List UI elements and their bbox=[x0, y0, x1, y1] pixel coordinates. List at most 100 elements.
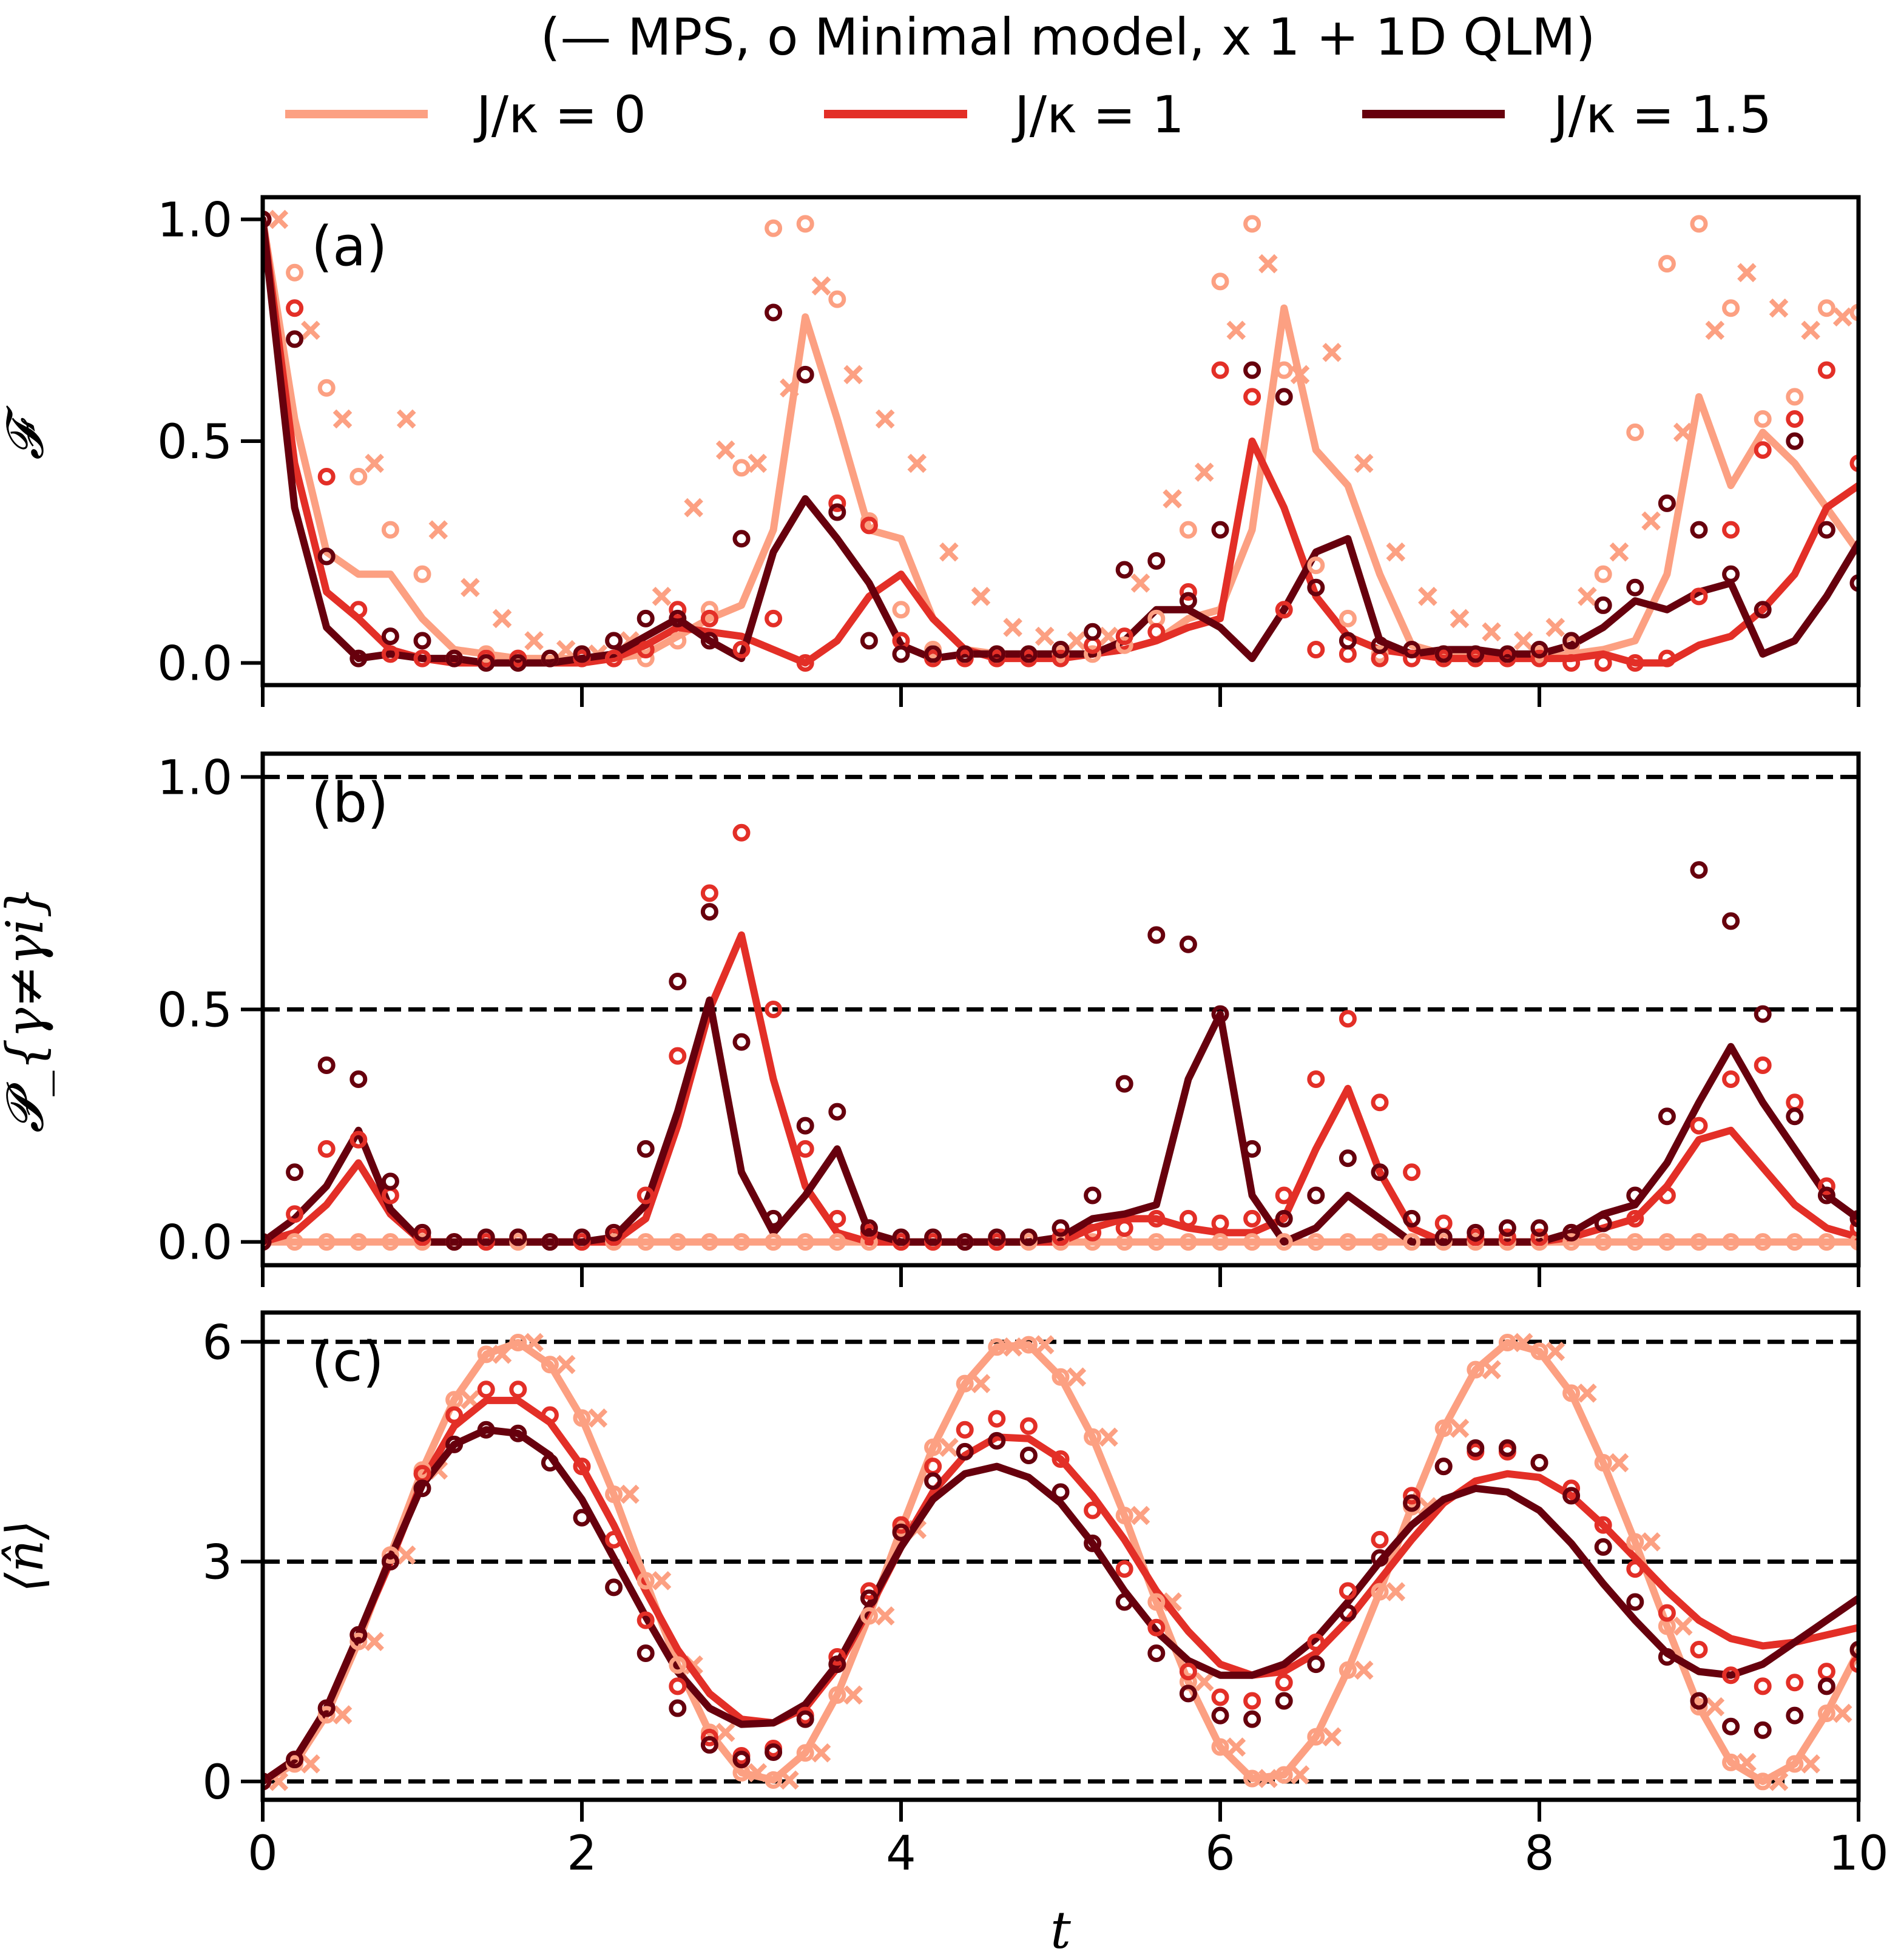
circle-marker bbox=[1786, 1233, 1804, 1251]
circle-marker bbox=[1243, 1692, 1261, 1710]
circle-marker bbox=[1084, 1428, 1102, 1446]
circle-marker bbox=[1179, 1663, 1197, 1681]
circle-marker bbox=[700, 1735, 718, 1754]
circle-marker bbox=[445, 1435, 464, 1453]
circle-marker bbox=[413, 632, 431, 650]
circle-marker bbox=[1722, 1666, 1740, 1685]
cross-marker bbox=[748, 453, 768, 473]
series-line-0 bbox=[263, 215, 1859, 663]
circle-marker bbox=[1658, 1648, 1676, 1666]
circle-marker bbox=[1849, 1219, 1859, 1237]
circle-marker bbox=[477, 1421, 495, 1439]
circle-marker bbox=[1115, 1219, 1133, 1237]
circle-marker bbox=[349, 1130, 368, 1149]
circle-marker bbox=[636, 1233, 655, 1251]
circle-marker bbox=[1594, 565, 1612, 583]
plot-area bbox=[263, 774, 1859, 1251]
circle-marker bbox=[605, 1223, 623, 1242]
circle-marker bbox=[1403, 649, 1421, 667]
circle-marker bbox=[1084, 645, 1102, 663]
circle-marker bbox=[477, 654, 495, 672]
circle-marker bbox=[1594, 1454, 1612, 1472]
circle-marker bbox=[605, 632, 623, 650]
circle-marker bbox=[1467, 1439, 1485, 1457]
legend-label-0: J/κ = 0 bbox=[473, 85, 646, 144]
circle-marker bbox=[1211, 1688, 1229, 1706]
circle-marker bbox=[636, 1140, 655, 1158]
x-tick-label: 4 bbox=[886, 1827, 916, 1881]
cross-marker bbox=[1386, 1582, 1406, 1601]
legend-entry-1: J/κ = 1 bbox=[824, 85, 1184, 144]
circle-marker bbox=[732, 459, 751, 477]
circle-marker bbox=[1626, 1233, 1644, 1251]
circle-marker bbox=[1179, 592, 1197, 610]
circle-marker bbox=[732, 1751, 751, 1769]
cross-marker bbox=[396, 1545, 416, 1565]
circle-marker bbox=[1690, 1233, 1708, 1251]
cross-marker bbox=[1067, 631, 1087, 651]
circle-marker bbox=[828, 494, 846, 512]
cross-marker bbox=[1832, 1703, 1852, 1723]
y-tick-label: 6 bbox=[202, 1316, 232, 1370]
circle-marker bbox=[669, 973, 687, 991]
circle-marker bbox=[573, 1458, 591, 1476]
circle-marker bbox=[1658, 1107, 1676, 1126]
circle-marker bbox=[732, 823, 751, 842]
circle-marker bbox=[700, 601, 718, 619]
cross-marker bbox=[811, 1743, 831, 1763]
circle-marker bbox=[1754, 1233, 1772, 1251]
x-axis-label: t bbox=[1050, 1901, 1071, 1960]
cross-marker bbox=[1801, 320, 1820, 340]
circle-marker bbox=[924, 1472, 942, 1490]
circle-marker bbox=[1498, 1228, 1516, 1246]
circle-marker bbox=[1211, 361, 1229, 379]
circle-marker bbox=[1339, 1233, 1357, 1251]
legend-label-2: J/κ = 1.5 bbox=[1550, 85, 1772, 144]
x-tick-label: 6 bbox=[1205, 1827, 1235, 1881]
circle-marker bbox=[956, 1374, 974, 1393]
cross-marker bbox=[333, 409, 353, 429]
cross-marker bbox=[1609, 542, 1629, 562]
circle-marker bbox=[1115, 1506, 1133, 1524]
circle-marker bbox=[765, 303, 783, 322]
circle-marker bbox=[509, 1424, 527, 1442]
circle-marker bbox=[1722, 1717, 1740, 1735]
circle-marker bbox=[1243, 1769, 1261, 1788]
circle-marker bbox=[1019, 1228, 1038, 1246]
circle-marker bbox=[1530, 1228, 1548, 1246]
cross-marker bbox=[684, 498, 703, 518]
circle-marker bbox=[956, 1442, 974, 1461]
circle-marker bbox=[286, 1233, 304, 1251]
circle-marker bbox=[1817, 1663, 1835, 1681]
cross-marker bbox=[1226, 320, 1246, 340]
circle-marker bbox=[1690, 1692, 1708, 1710]
circle-marker bbox=[349, 1626, 368, 1644]
cross-marker bbox=[1578, 586, 1597, 606]
circle-marker bbox=[1722, 521, 1740, 539]
cross-marker bbox=[1450, 1418, 1470, 1438]
panel-c: 0 2 4 6 8 10 0 3 6 (c) ⟨n̂⟩ bbox=[0, 1310, 1889, 1881]
circle-marker bbox=[1115, 636, 1133, 654]
circle-marker bbox=[892, 1516, 910, 1534]
cross-marker bbox=[1035, 1335, 1055, 1354]
circle-marker bbox=[1754, 601, 1772, 619]
circle-marker bbox=[1019, 1417, 1038, 1435]
panel-label: (b) bbox=[311, 771, 388, 835]
cross-marker bbox=[1545, 618, 1565, 637]
circle-marker bbox=[381, 521, 399, 539]
circle-marker bbox=[477, 1345, 495, 1364]
circle-marker bbox=[1722, 1753, 1740, 1771]
cross-marker bbox=[1866, 1643, 1882, 1659]
y-tick-label: 3 bbox=[202, 1536, 232, 1590]
cross-marker bbox=[1354, 1660, 1374, 1680]
legend-title: (— MPS, o Minimal model, x 1 + 1D QLM) bbox=[541, 7, 1596, 67]
cross-marker bbox=[365, 1632, 384, 1652]
cross-marker bbox=[1290, 1765, 1310, 1785]
circle-marker bbox=[828, 1233, 846, 1251]
circle-marker bbox=[1658, 1186, 1676, 1205]
circle-marker bbox=[860, 1582, 878, 1600]
circle-marker bbox=[445, 649, 464, 667]
circle-marker bbox=[445, 1233, 464, 1251]
circle-marker bbox=[1498, 645, 1516, 663]
x-tick-label: 8 bbox=[1524, 1827, 1555, 1881]
